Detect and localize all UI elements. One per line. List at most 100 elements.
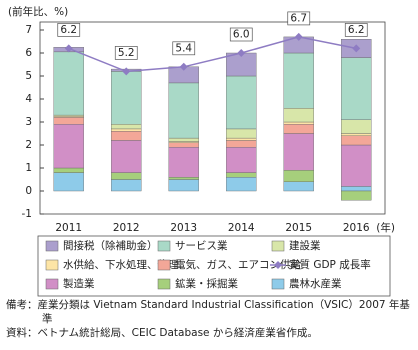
bar-segment bbox=[168, 179, 199, 192]
y-tick-label: 0 bbox=[25, 185, 32, 197]
value-label: 6.2 bbox=[60, 24, 77, 36]
value-label: 6.7 bbox=[290, 12, 307, 24]
value-label-box bbox=[57, 23, 81, 37]
x-tick-label: 2012 bbox=[113, 222, 140, 234]
bar-segment bbox=[168, 176, 199, 180]
value-label: 6.0 bbox=[233, 29, 250, 41]
bar-segment bbox=[341, 119, 372, 134]
bar-segment bbox=[226, 172, 257, 178]
y-tick-label: 3 bbox=[25, 116, 32, 128]
gdp-marker bbox=[64, 44, 73, 53]
bar-segment bbox=[111, 179, 142, 192]
x-tick-label: 2015 bbox=[285, 222, 312, 234]
bar-segment bbox=[168, 142, 199, 148]
bar-segment bbox=[226, 176, 257, 192]
value-label-box bbox=[344, 23, 368, 37]
bar-segment bbox=[283, 133, 314, 171]
bar-segment bbox=[283, 124, 314, 134]
bar-segment bbox=[111, 128, 142, 132]
legend-swatch bbox=[271, 278, 285, 290]
bar-segment bbox=[283, 107, 314, 123]
gdp-marker bbox=[122, 67, 131, 76]
bar-segment bbox=[283, 170, 314, 183]
note: 備考：産業分類は Vietnam Standard Industrial Cla… bbox=[6, 299, 410, 325]
legend-label: 実質 GDP 成長率 bbox=[289, 258, 371, 271]
legend-swatch bbox=[45, 259, 59, 271]
bar-segment bbox=[283, 121, 314, 125]
x-tick-label: 2011 bbox=[55, 222, 82, 234]
y-tick-label: 2 bbox=[25, 139, 32, 151]
bar-segment bbox=[341, 186, 372, 192]
legend-swatch bbox=[45, 278, 59, 290]
gdp-marker bbox=[294, 32, 303, 41]
value-label-box bbox=[287, 11, 311, 26]
y-tick-label: 5 bbox=[25, 70, 32, 82]
bar-segment bbox=[226, 140, 257, 148]
bar-segment bbox=[226, 137, 257, 141]
bar-segment bbox=[53, 167, 84, 173]
y-tick-label: 7 bbox=[25, 24, 32, 36]
legend-swatch bbox=[45, 240, 59, 252]
bar-segment bbox=[168, 137, 199, 142]
y-tick-label: 6 bbox=[25, 47, 32, 59]
chart: (前年比、%) -1 0 1 2 3 4 5 6 7 2011 2012 2013 2014 2015 20… bbox=[8, 5, 395, 297]
legend-label: 製造業 bbox=[63, 277, 95, 290]
value-label-box bbox=[172, 41, 196, 56]
notes: 備考：産業分類は Vietnam Standard Industrial Cla… bbox=[6, 298, 410, 340]
y-tick-label: 4 bbox=[25, 93, 32, 105]
bar-segment bbox=[226, 128, 257, 139]
gdp-marker bbox=[237, 49, 246, 57]
y-axis-label: (前年比、%) bbox=[8, 5, 68, 18]
x-axis-label: (年) bbox=[376, 221, 395, 234]
y-tick-label: -1 bbox=[22, 208, 32, 220]
bar-segment bbox=[111, 130, 142, 141]
legend-label: 水供給、下水処理、修理 bbox=[63, 258, 179, 271]
bar-segment bbox=[341, 135, 372, 146]
bar-segment bbox=[341, 57, 372, 120]
bar-segment bbox=[341, 190, 372, 201]
legend-swatch bbox=[274, 261, 282, 269]
bar-segment bbox=[341, 133, 372, 136]
bar-segment bbox=[283, 52, 314, 109]
legend-label: 電気、ガス、エアコン供給 bbox=[175, 258, 301, 271]
gdp-line bbox=[68, 36, 357, 73]
bar-segment bbox=[226, 75, 257, 130]
bar-segment bbox=[111, 124, 142, 130]
x-tick-label: 2013 bbox=[170, 222, 197, 234]
legend-swatch bbox=[271, 240, 285, 252]
bar-segment bbox=[226, 147, 257, 173]
value-label-box bbox=[114, 46, 138, 60]
legend-label: 建設業 bbox=[289, 239, 321, 252]
x-tick-label: 2014 bbox=[228, 222, 255, 234]
value-label-box bbox=[229, 27, 253, 42]
legend-label: サービス業 bbox=[175, 239, 228, 252]
legend-label: 農林水産業 bbox=[289, 277, 342, 290]
bar-segment bbox=[53, 117, 84, 125]
y-tick-label: 1 bbox=[25, 162, 32, 174]
legend-swatch bbox=[157, 278, 171, 290]
bar-segment bbox=[111, 172, 142, 180]
bar-segment bbox=[341, 144, 372, 187]
plot-frame bbox=[39, 21, 386, 215]
value-label: 6.2 bbox=[348, 24, 365, 36]
bar-segment bbox=[53, 124, 84, 169]
bar-segment bbox=[283, 181, 314, 192]
legend-label: 鉱業・採掘業 bbox=[175, 277, 238, 290]
value-label: 5.2 bbox=[118, 47, 135, 59]
bar-segment bbox=[53, 172, 84, 192]
bar-segment bbox=[168, 82, 199, 139]
bar-segment bbox=[111, 140, 142, 173]
legend-swatch bbox=[157, 240, 171, 252]
gdp-marker bbox=[179, 62, 188, 71]
bar-segment bbox=[53, 51, 84, 116]
gdp-marker bbox=[352, 44, 361, 53]
legend-swatch bbox=[157, 259, 171, 271]
note: 資料：ベトナム統計総局、CEIC Database から経済産業省作成。 bbox=[6, 327, 318, 339]
x-tick-label: 2016 bbox=[343, 222, 370, 234]
bar-segment bbox=[168, 147, 199, 178]
legend-box bbox=[37, 235, 391, 297]
value-label: 5.4 bbox=[175, 42, 192, 54]
bar-segment bbox=[111, 71, 142, 125]
legend-label: 間接税（除補助金） bbox=[63, 239, 158, 252]
